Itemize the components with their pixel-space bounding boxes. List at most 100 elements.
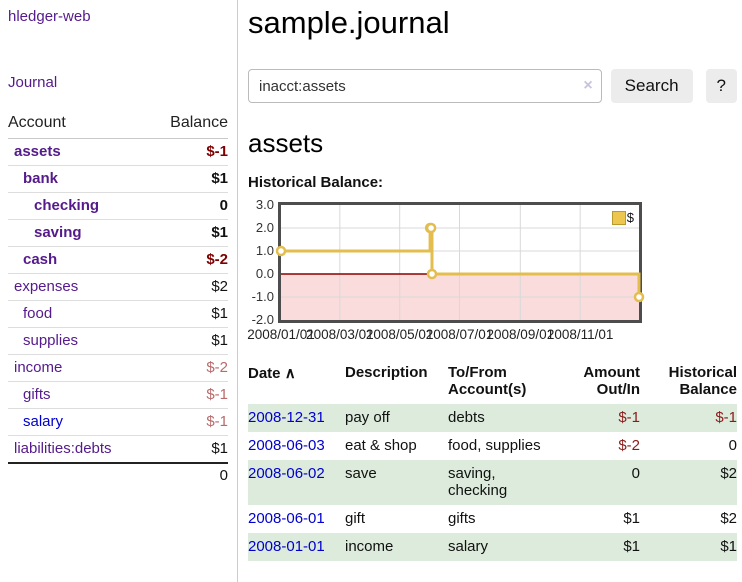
account-row: income $-2 (8, 354, 228, 382)
account-link-salary[interactable]: salary (23, 413, 64, 430)
account-row: expenses $2 (8, 273, 228, 301)
account-link-food[interactable]: food (23, 305, 53, 322)
chart-heading: Historical Balance: (248, 174, 384, 191)
register-row: 2008-06-01 gift gifts $1 $2 (248, 505, 737, 533)
transaction-amount: $1 (623, 538, 640, 555)
transaction-tofrom: salary (448, 538, 489, 555)
clear-search-icon[interactable]: × (583, 77, 593, 94)
x-tick-label: 2008/05/01 (365, 327, 434, 342)
account-balance: 0 (149, 192, 228, 220)
x-tick-label: 2008/11/01 (546, 327, 614, 342)
register-header-balance: Historical Balance (668, 364, 737, 398)
account-row: assets $-1 (8, 138, 228, 166)
y-tick-label: 0.0 (255, 266, 274, 281)
account-link-cash[interactable]: cash (23, 251, 58, 268)
accounts-total: 0 (149, 462, 228, 487)
help-button[interactable]: ? (705, 69, 737, 103)
register-header-amount: Amount Out/In (583, 364, 640, 398)
transaction-description: income (345, 538, 394, 555)
account-link-checking[interactable]: checking (34, 197, 100, 214)
account-balance: $1 (149, 219, 228, 247)
account-link-saving[interactable]: saving (34, 224, 82, 241)
brand-link[interactable]: hledger-web (8, 8, 91, 25)
transaction-balance: 0 (728, 437, 737, 454)
x-tick-label: 2008/09/01 (486, 327, 555, 342)
search-button[interactable]: Search (610, 69, 693, 103)
transaction-tofrom: gifts (448, 510, 476, 527)
account-row: checking 0 (8, 192, 228, 220)
account-row: cash $-2 (8, 246, 228, 274)
transaction-amount: $-2 (618, 437, 640, 454)
register-table: Date ∧ Description To/From Account(s) Am… (248, 364, 737, 561)
register-header-date[interactable]: Date ∧ (248, 364, 345, 404)
register-row: 2008-01-01 income salary $1 $1 (248, 533, 737, 561)
search-bar: × Search ? (248, 69, 737, 103)
account-balance: $1 (211, 440, 228, 457)
transaction-description: gift (345, 510, 366, 527)
transaction-tofrom: saving, checking (448, 465, 508, 499)
account-balance: $1 (149, 300, 228, 328)
y-tick-label: 1.0 (255, 243, 274, 258)
x-tick-label: 2008/07/01 (425, 327, 494, 342)
transaction-description: pay off (345, 409, 390, 426)
account-link-bank[interactable]: bank (23, 170, 59, 187)
transaction-date-link[interactable]: 2008-06-03 (248, 437, 325, 454)
transaction-amount: 0 (631, 465, 640, 482)
nav-journal-link[interactable]: Journal (8, 74, 58, 91)
account-link-supplies[interactable]: supplies (23, 332, 79, 349)
account-balance: $-2 (149, 354, 228, 382)
account-link-income[interactable]: income (14, 359, 63, 376)
page-title: sample.journal (248, 5, 450, 40)
x-tick-label: 2008/01/01 (247, 327, 315, 342)
accounts-table: Account Balance assets $-1 bank $1 checkin… (8, 112, 228, 487)
register-row: 2008-06-03 eat & shop food, supplies $-2… (248, 432, 737, 460)
legend-label: $ (626, 210, 634, 225)
account-row: supplies $1 (8, 327, 228, 355)
sort-asc-icon: ∧ (284, 365, 296, 382)
chart-legend: $ (611, 210, 634, 225)
balance-col-header: Balance (149, 112, 228, 139)
transaction-date-link[interactable]: 2008-01-01 (248, 538, 325, 555)
register-header-description: Description (345, 364, 428, 381)
transaction-date-link[interactable]: 2008-06-02 (248, 465, 325, 482)
account-balance: $1 (149, 327, 228, 355)
account-balance: $-2 (149, 246, 228, 274)
accounts-total-row: 0 (8, 462, 228, 487)
account-link-expenses[interactable]: expenses (14, 278, 79, 295)
account-link-gifts[interactable]: gifts (23, 386, 51, 403)
account-heading: assets (248, 128, 324, 158)
transaction-tofrom: debts (448, 409, 485, 426)
account-balance: $-1 (149, 138, 228, 166)
transaction-tofrom: food, supplies (448, 437, 541, 454)
y-tick-label: -2.0 (251, 312, 274, 327)
transaction-description: save (345, 465, 377, 482)
sidebar: hledger-web Journal Account Balance asse… (0, 0, 238, 582)
transaction-date-link[interactable]: 2008-06-01 (248, 510, 325, 527)
transaction-balance: $2 (720, 510, 737, 527)
legend-swatch-icon (611, 210, 626, 225)
account-row: gifts $-1 (8, 381, 228, 409)
search-input[interactable] (248, 69, 602, 103)
chart-canvas (275, 205, 645, 320)
register-header-date-label: Date (248, 365, 281, 382)
chart-y-axis-labels: 3.0 2.0 1.0 0.0 -1.0 -2.0 (248, 198, 274, 327)
account-row: bank $1 (8, 165, 228, 193)
account-row: salary $-1 (8, 408, 228, 436)
transaction-amount: $-1 (618, 409, 640, 426)
historical-balance-chart: 3.0 2.0 1.0 0.0 -1.0 -2.0 $ 2008/01/01 2008/03… (247, 198, 737, 342)
account-balance: $1 (149, 165, 228, 193)
register-header-tofrom: To/From Account(s) (448, 364, 527, 398)
transaction-description: eat & shop (345, 437, 417, 454)
register-row: 2008-06-02 save saving, checking 0 $2 (248, 460, 737, 505)
y-tick-label: 3.0 (255, 197, 274, 212)
account-row: liabilities:debts $1 (8, 436, 228, 464)
x-tick-label: 2008/03/01 (306, 327, 374, 342)
account-link-assets[interactable]: assets (14, 143, 61, 160)
account-link-liabilities-debts[interactable]: liabilities:debts (14, 440, 112, 457)
account-balance: $-1 (149, 381, 228, 409)
accounts-col-header: Account (8, 112, 150, 139)
transaction-balance: $2 (720, 465, 737, 482)
account-balance: $-1 (149, 408, 228, 436)
transaction-date-link[interactable]: 2008-12-31 (248, 409, 325, 426)
transaction-balance: $-1 (715, 409, 737, 426)
